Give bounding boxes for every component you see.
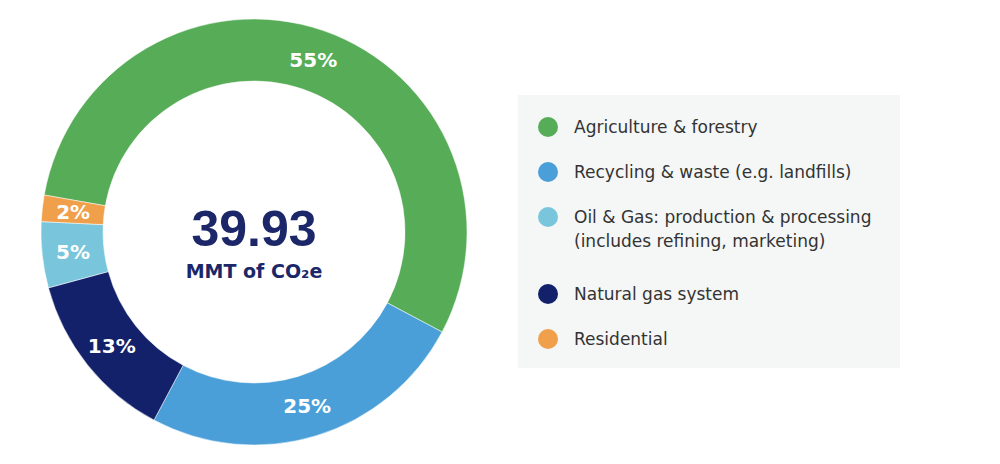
legend: Agriculture & forestry Recycling & waste … (518, 95, 900, 368)
data-label: 25% (283, 394, 331, 418)
slice (48, 272, 183, 420)
total-label: MMT of CO₂e (186, 260, 323, 282)
data-label: 2% (56, 200, 90, 224)
legend-label-line: Recycling & waste (e.g. landfills) (574, 162, 852, 182)
legend-label-line: Oil & Gas: production & processing (574, 207, 871, 227)
legend-label-line: (includes refining, marketing) (574, 231, 825, 251)
legend-label-line: Residential (574, 329, 668, 349)
slices (41, 19, 467, 445)
legend-marker (538, 162, 558, 182)
slice (154, 303, 442, 445)
legend-label: Oil & Gas: production & processing (inclu… (574, 207, 871, 251)
data-label: 13% (88, 334, 136, 358)
legend-marker (538, 329, 558, 349)
legend-marker (538, 207, 558, 227)
slice (41, 195, 105, 225)
legend-label-line: Natural gas system (574, 284, 739, 304)
total-value: 39.93 (191, 201, 316, 257)
data-labels: 55% 25% 13% 5% 2% (56, 48, 337, 418)
data-label: 5% (56, 240, 90, 264)
legend-label: Agriculture & forestry (574, 117, 758, 137)
legend-label: Residential (574, 329, 668, 349)
legend-marker (538, 284, 558, 304)
data-label: 55% (289, 48, 337, 72)
legend-box (518, 95, 900, 368)
legend-label-line: Agriculture & forestry (574, 117, 758, 137)
legend-label: Recycling & waste (e.g. landfills) (574, 162, 852, 182)
chart: 55% 25% 13% 5% 2% 39.93 MMT of CO₂e Agriculture… (0, 0, 1000, 464)
legend-label: Natural gas system (574, 284, 739, 304)
legend-marker (538, 117, 558, 137)
slice (41, 222, 108, 288)
